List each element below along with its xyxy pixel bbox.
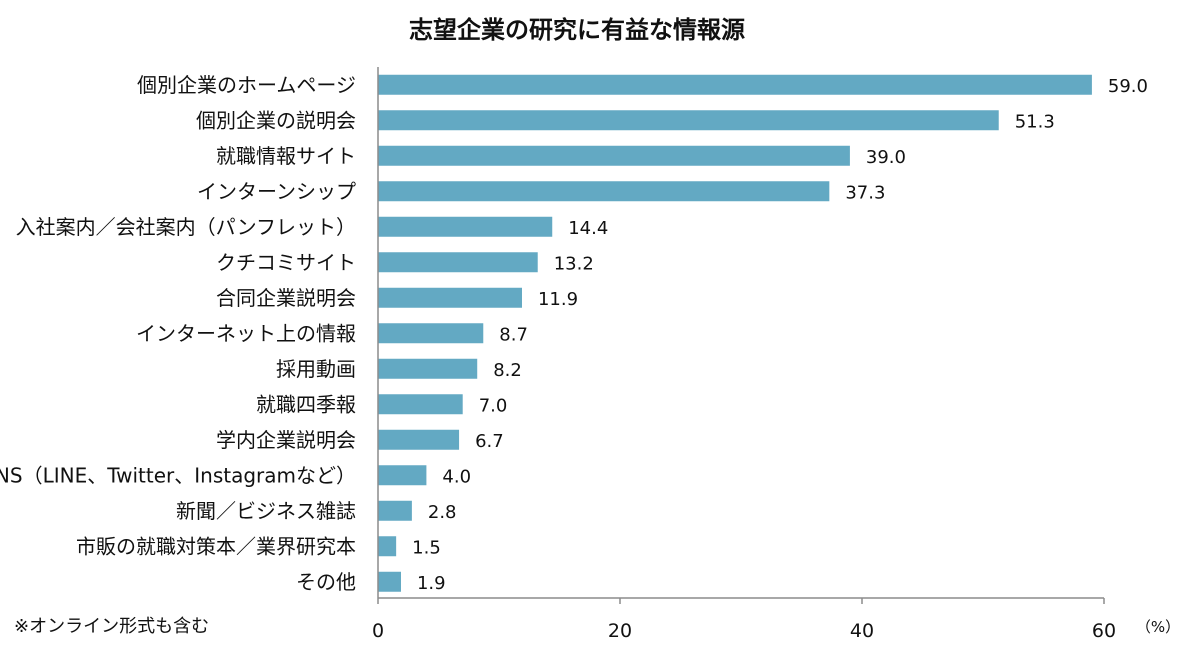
value-label: 7.0 <box>479 395 508 416</box>
value-label: 11.9 <box>538 289 578 310</box>
bar <box>378 74 1092 95</box>
bar <box>378 465 427 486</box>
category-label: 市販の就職対策本／業界研究本 <box>76 534 356 558</box>
value-label: 8.7 <box>499 324 528 345</box>
value-labels-group: 59.0 51.3 39.0 37.3 14.4 13.2 11.9 8.7 8.2 7.0 6.7… <box>412 76 1148 594</box>
bar <box>378 110 999 131</box>
category-label: インターネット上の情報 <box>136 321 356 345</box>
x-ticks-group: 0 20 40 60 <box>372 598 1116 642</box>
bar <box>378 571 401 592</box>
value-label: 59.0 <box>1108 76 1148 97</box>
chart-title: 志望企業の研究に有益な情報源 <box>409 16 745 44</box>
value-label: 37.3 <box>845 182 885 203</box>
bar <box>378 358 478 379</box>
value-label: 8.2 <box>493 360 522 381</box>
bar <box>378 252 538 273</box>
bar <box>378 181 830 202</box>
x-tick-label: 40 <box>850 620 874 642</box>
category-label: 個別企業の説明会 <box>196 108 356 132</box>
bar <box>378 429 460 450</box>
bar <box>378 287 522 308</box>
bars-group <box>378 74 1092 592</box>
value-label: 6.7 <box>475 431 504 452</box>
category-label: その他 <box>296 570 356 594</box>
bar <box>378 216 553 237</box>
value-label: 13.2 <box>554 253 594 274</box>
category-label: 学内企業説明会 <box>216 428 356 452</box>
category-label: 入社案内／会社案内（パンフレット） <box>16 215 356 239</box>
x-tick-label: 20 <box>608 620 632 642</box>
value-label: 14.4 <box>568 218 608 239</box>
x-tick-label: 60 <box>1092 620 1116 642</box>
category-label: 合同企業説明会 <box>216 286 356 310</box>
footnote: ※オンライン形式も含む <box>14 616 209 637</box>
category-label: 新聞／ビジネス雑誌 <box>176 499 356 523</box>
bar <box>378 323 484 344</box>
category-label: 個別企業のホームページ <box>137 73 356 97</box>
category-labels-group: 個別企業のホームページ個別企業の説明会就職情報サイトインターンシップ入社案内／会… <box>0 73 356 594</box>
category-label: 就職情報サイト <box>216 144 356 168</box>
value-label: 4.0 <box>442 466 471 487</box>
category-label: 採用動画 <box>276 357 356 381</box>
category-label: SNS（LINE、Twitter、Instagramなど） <box>0 463 356 487</box>
value-label: 1.5 <box>412 537 441 558</box>
bar <box>378 394 463 415</box>
category-label: 就職四季報 <box>256 392 356 416</box>
unit-label: （%） <box>1136 618 1180 636</box>
x-tick-label: 0 <box>372 620 384 642</box>
bar <box>378 536 397 557</box>
value-label: 51.3 <box>1015 111 1055 132</box>
value-label: 1.9 <box>417 573 446 594</box>
value-label: 39.0 <box>866 147 906 168</box>
value-label: 2.8 <box>428 502 457 523</box>
bar <box>378 145 850 166</box>
category-label: インターンシップ <box>197 179 356 203</box>
bar <box>378 500 412 521</box>
category-label: クチコミサイト <box>216 250 356 274</box>
